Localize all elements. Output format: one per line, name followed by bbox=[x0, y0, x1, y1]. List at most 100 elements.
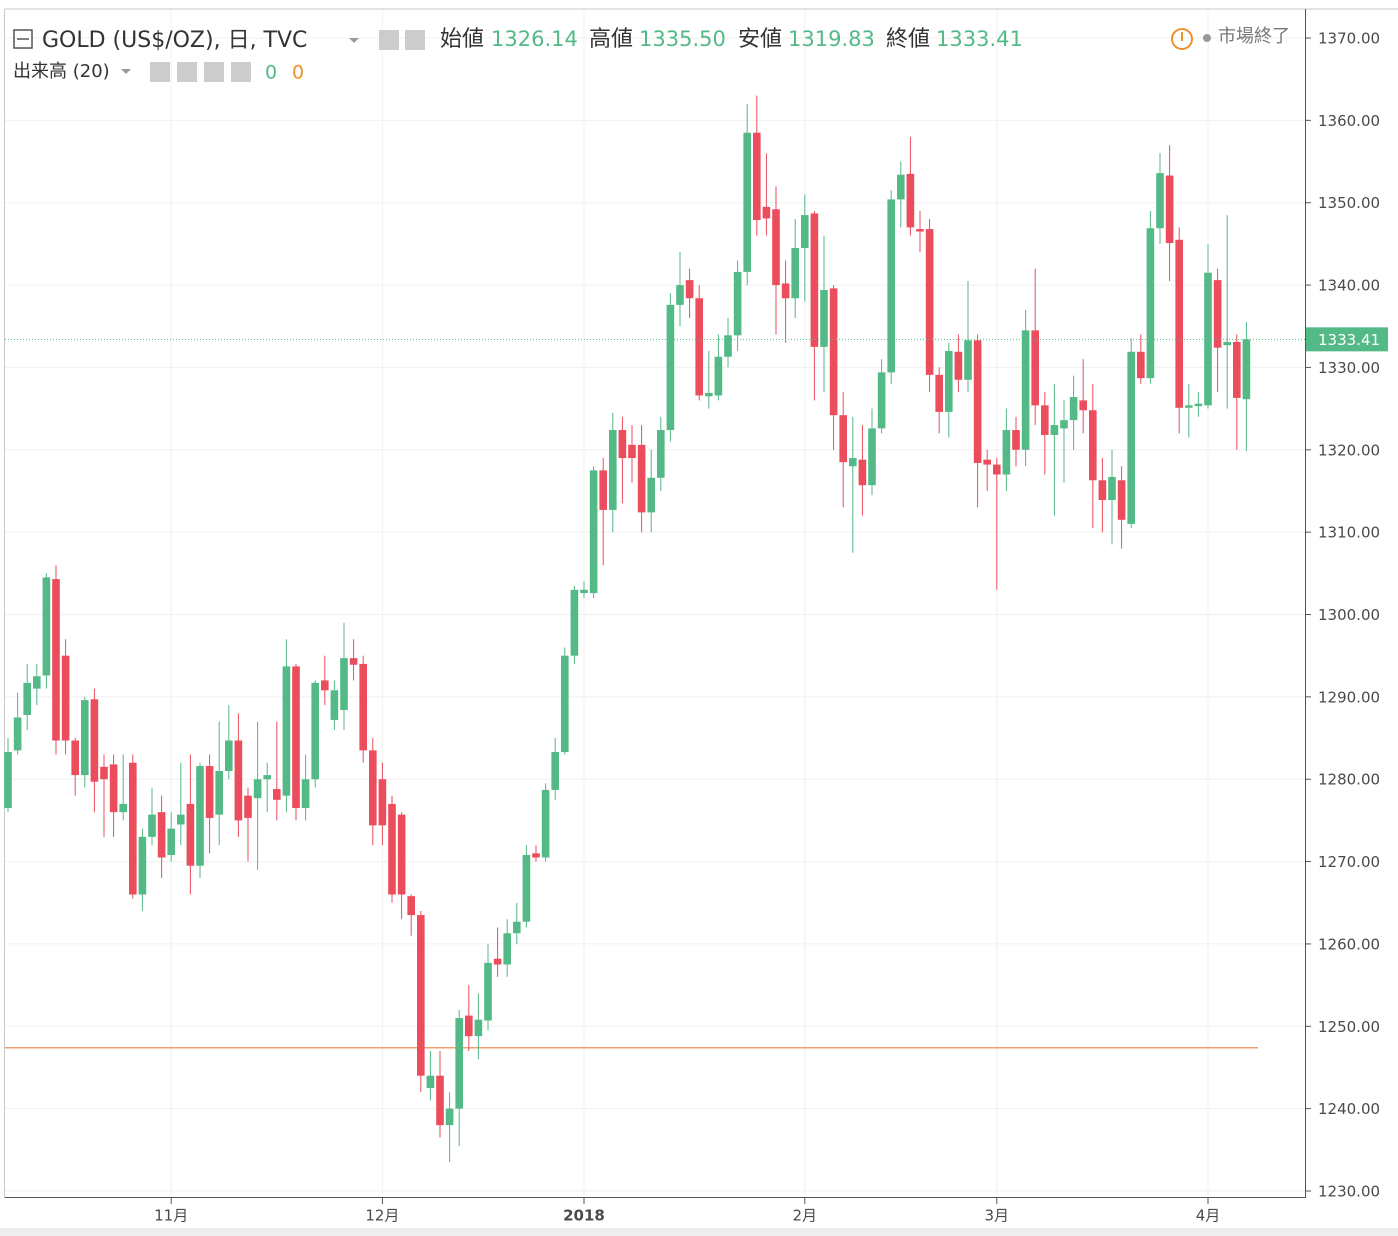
candle-body bbox=[378, 779, 387, 826]
candle-body bbox=[196, 766, 204, 866]
candle-body bbox=[4, 752, 12, 809]
candle-body bbox=[983, 459, 991, 465]
candle-body bbox=[820, 290, 828, 347]
y-tick-label: 1250.00 bbox=[1318, 1018, 1380, 1036]
y-tick-label: 1310.00 bbox=[1318, 524, 1380, 542]
settings-icon[interactable] bbox=[177, 62, 197, 82]
x-tick-label: 12月 bbox=[365, 1207, 399, 1225]
candle-body bbox=[772, 209, 780, 286]
candle-body bbox=[637, 444, 646, 513]
candle-body bbox=[100, 766, 108, 780]
candle-body bbox=[657, 430, 665, 478]
eye-icon[interactable] bbox=[379, 30, 399, 50]
candle-body bbox=[925, 229, 934, 375]
symbol-title: GOLD (US$/OZ), 日, TVC bbox=[42, 28, 307, 53]
candle-body bbox=[762, 206, 771, 219]
candle-body bbox=[714, 356, 723, 396]
candle-body bbox=[1185, 405, 1193, 408]
candle-body bbox=[311, 682, 319, 780]
candle-body bbox=[973, 340, 982, 463]
low-value: 1319.83 bbox=[788, 27, 875, 51]
candle-body bbox=[1165, 175, 1174, 244]
candle-body bbox=[109, 764, 118, 813]
warning-icon[interactable] bbox=[1171, 28, 1193, 50]
candle-body bbox=[465, 1015, 473, 1037]
high-value: 1335.50 bbox=[639, 27, 726, 51]
candle-body bbox=[1002, 430, 1011, 475]
candle-body bbox=[90, 699, 99, 782]
y-tick-label: 1370.00 bbox=[1318, 30, 1380, 48]
status-dot bbox=[1203, 34, 1211, 42]
candle-body bbox=[186, 803, 195, 866]
dropdown-arrow[interactable] bbox=[121, 69, 131, 74]
y-tick-label: 1230.00 bbox=[1318, 1183, 1380, 1201]
candle-body bbox=[724, 335, 732, 357]
candle-body bbox=[1050, 425, 1059, 435]
candle-body bbox=[369, 750, 377, 826]
candle-body bbox=[1108, 476, 1116, 501]
x-tick-label: 4月 bbox=[1196, 1207, 1221, 1225]
candle-body bbox=[743, 132, 751, 272]
candle-body bbox=[129, 762, 137, 895]
volume-value: 0 bbox=[265, 62, 277, 84]
candle-body bbox=[666, 304, 675, 431]
eye-icon[interactable] bbox=[150, 62, 170, 82]
candle-body bbox=[1213, 280, 1222, 348]
candle-body bbox=[570, 589, 579, 656]
candle-body bbox=[436, 1075, 444, 1126]
y-tick-label: 1330.00 bbox=[1318, 359, 1380, 377]
candle-body bbox=[167, 828, 175, 855]
candle-body bbox=[599, 470, 607, 510]
last-price-tag bbox=[1306, 327, 1388, 352]
candle-body bbox=[839, 415, 847, 463]
candle-body bbox=[954, 351, 963, 380]
candle-body bbox=[263, 775, 271, 780]
x-tick-label: 3月 bbox=[985, 1207, 1010, 1225]
warning-icon-bar bbox=[1181, 32, 1183, 41]
candle-body bbox=[695, 298, 703, 396]
candle-body bbox=[1156, 173, 1164, 229]
y-tick-label: 1350.00 bbox=[1318, 194, 1380, 212]
candle-body bbox=[474, 1019, 483, 1037]
candle-body bbox=[340, 658, 348, 711]
candle-body bbox=[397, 814, 406, 895]
candle-body bbox=[1069, 397, 1078, 421]
candle-body bbox=[1060, 420, 1068, 429]
candle-body bbox=[849, 458, 857, 467]
candle-body bbox=[753, 132, 761, 221]
dropdown-arrow[interactable] bbox=[349, 38, 359, 43]
candle-body bbox=[1223, 341, 1231, 346]
candle-body bbox=[580, 589, 588, 594]
close-icon[interactable] bbox=[231, 62, 251, 82]
candle-body bbox=[426, 1075, 435, 1089]
candle-body bbox=[801, 215, 809, 249]
candle-body bbox=[205, 766, 214, 818]
candle-body bbox=[503, 933, 511, 965]
candle-body bbox=[42, 577, 51, 676]
y-tick-label: 1340.00 bbox=[1318, 277, 1380, 295]
legend: GOLD (US$/OZ), 日, TVC 始値 1326.14 高値 1335… bbox=[13, 26, 1290, 84]
candle-body bbox=[868, 428, 876, 486]
candle-body bbox=[1127, 351, 1135, 524]
candle-body bbox=[810, 213, 819, 347]
grid bbox=[5, 10, 1311, 1204]
x-tick-label: 2月 bbox=[793, 1207, 818, 1225]
settings-icon[interactable] bbox=[405, 30, 425, 50]
candle-body bbox=[877, 372, 886, 429]
candle-body bbox=[618, 430, 627, 459]
add-icon[interactable] bbox=[204, 62, 224, 82]
y-tick-label: 1280.00 bbox=[1318, 771, 1380, 789]
candle-body bbox=[1242, 339, 1251, 400]
candle-body bbox=[1233, 341, 1241, 398]
candle-body bbox=[321, 680, 329, 691]
y-tick-label: 1260.00 bbox=[1318, 935, 1380, 953]
candle-body bbox=[897, 174, 905, 200]
candle-body bbox=[541, 789, 550, 858]
candle-body bbox=[301, 779, 310, 809]
candle-body bbox=[455, 1018, 463, 1109]
market-status: 市場終了 bbox=[1218, 26, 1290, 47]
candle-body bbox=[61, 655, 70, 741]
y-tick-label: 1360.00 bbox=[1318, 112, 1380, 130]
